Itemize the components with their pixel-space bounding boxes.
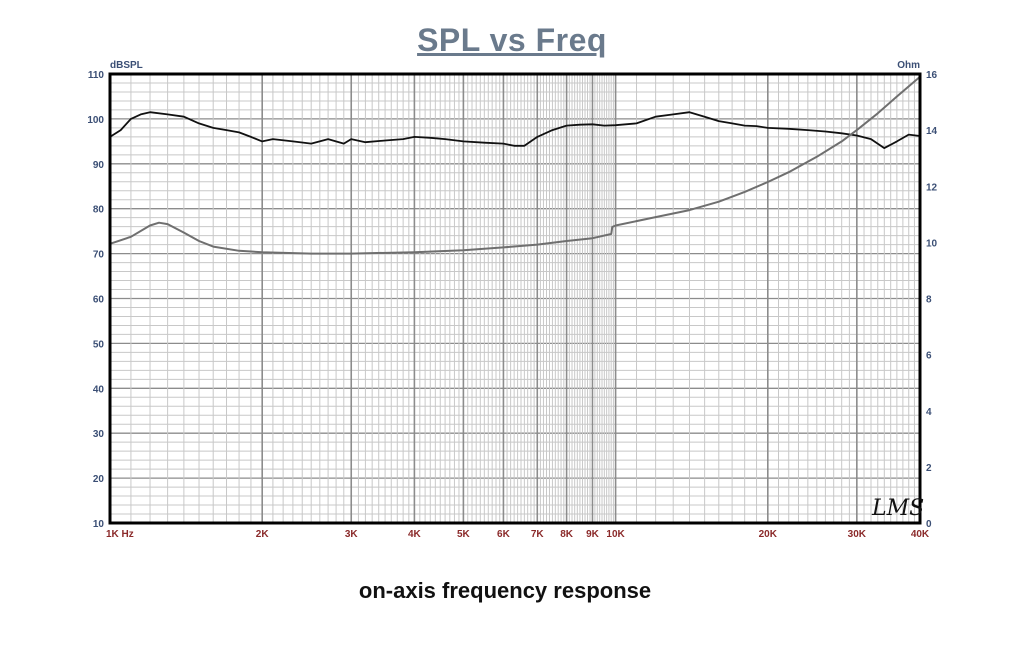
y-tick-label: 70 <box>93 250 105 261</box>
spl-curve <box>109 111 921 150</box>
x-tick-label: 8K <box>560 529 574 540</box>
plot-grid <box>110 74 920 523</box>
x-tick-label: 9K <box>586 529 600 540</box>
y-tick-label: 40 <box>93 384 105 395</box>
y2-tick-label: 16 <box>926 70 938 81</box>
y2-tick-label: 8 <box>926 295 932 306</box>
y2-tick-label: 2 <box>926 463 932 474</box>
y2-tick-label: 12 <box>926 182 938 193</box>
y-tick-label: 50 <box>93 339 105 350</box>
lms-watermark: LMS <box>871 496 924 521</box>
x-tick-label: 1K Hz <box>106 529 134 540</box>
y-tick-label: 60 <box>93 295 105 306</box>
x-tick-label: 40K <box>911 529 930 540</box>
chart-title: SPL vs Freq <box>417 22 607 58</box>
x-tick-label: 7K <box>531 529 545 540</box>
plot-frame <box>108 72 922 525</box>
x-tick-label: 10K <box>606 529 625 540</box>
plot-curves <box>109 76 921 255</box>
y-axis-label: dBSPL <box>110 60 143 71</box>
y-tick-label: 30 <box>93 429 105 440</box>
y2-tick-label: 4 <box>926 407 932 418</box>
y2-tick-label: 14 <box>926 126 938 137</box>
x-tick-label: 30K <box>848 529 867 540</box>
y2-tick-label: 10 <box>926 238 938 249</box>
x-tick-label: 2K <box>256 529 270 540</box>
x-tick-label: 3K <box>345 529 359 540</box>
y-tick-label: 90 <box>93 160 105 171</box>
y2-tick-label: 6 <box>926 351 932 362</box>
y-tick-label: 110 <box>88 70 105 81</box>
axis-labels: 10 20 30 40 50 60 70 80 90 100 110 0 2 4 6 8 10 12 14 16 1K … <box>87 60 937 540</box>
y-tick-label: 20 <box>93 474 105 485</box>
y-tick-label: 10 <box>93 519 105 530</box>
y-tick-label: 100 <box>87 115 104 126</box>
y2-axis-label: Ohm <box>897 60 920 71</box>
y-tick-label: 80 <box>93 205 105 216</box>
x-tick-label: 6K <box>497 529 511 540</box>
x-tick-label: 20K <box>759 529 778 540</box>
impedance-curve <box>109 76 921 255</box>
y2-tick-label: 0 <box>926 519 932 530</box>
chart-caption: on-axis frequency response <box>358 578 652 603</box>
x-tick-label: 4K <box>408 529 422 540</box>
x-tick-label: 5K <box>457 529 471 540</box>
